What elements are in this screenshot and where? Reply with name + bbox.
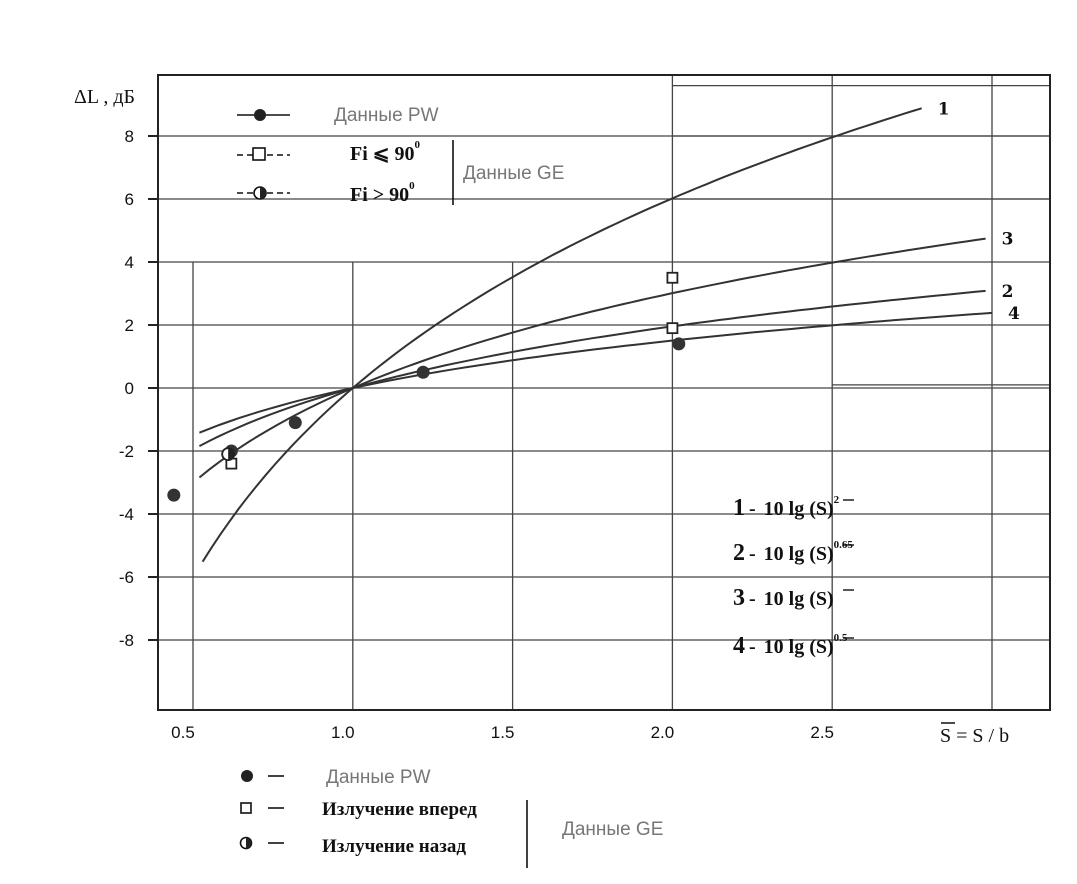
plot-frame xyxy=(157,74,1051,711)
y-axis-label: ΔL , дБ xyxy=(74,86,135,108)
bottom-legend-label-forward: Излучение вперед xyxy=(322,799,477,820)
point-pw xyxy=(672,337,686,351)
legend-marker-halfcircle-fill xyxy=(260,187,266,199)
y-tick-label: -8 xyxy=(119,631,134,650)
legend-label-ge: Данные GE xyxy=(463,163,564,184)
formula-legend: 1-10 lg (S)2 2-10 lg (S)0.65 3-10 lg (S)… xyxy=(733,494,854,659)
x-tick-label: 1.0 xyxy=(331,723,355,742)
legend-label-pw: Данные PW xyxy=(334,105,439,126)
bottom-legend-marker-square xyxy=(240,802,252,814)
x-axis-label: S = S / b xyxy=(940,725,1009,747)
formula-1: 1-10 lg (S)2 xyxy=(733,494,840,521)
curve-label-4: 4 xyxy=(1008,304,1020,324)
bottom-legend-marker-halfcircle-fill xyxy=(246,837,252,849)
x-tick-label: 1.5 xyxy=(491,723,515,742)
legend-marker-pw xyxy=(254,109,266,121)
x-tick-label: 0.5 xyxy=(171,723,195,742)
formula-4: 4-10 lg (S)0.5 xyxy=(733,632,848,659)
point-pw xyxy=(416,365,430,379)
legend-top: Данные PW Fi ⩽ 900 Fi > 900 Данные GE xyxy=(237,105,564,206)
bottom-legend-label-backward: Излучение назад xyxy=(322,836,466,857)
y-tick-label: -2 xyxy=(119,442,134,461)
bottom-legend-label-pw: Данные PW xyxy=(326,767,431,788)
curve-label-2: 2 xyxy=(1002,282,1014,302)
y-tick-label: 8 xyxy=(125,127,134,146)
bottom-legend-label-ge: Данные GE xyxy=(562,819,663,840)
point-backward-fill xyxy=(228,448,235,461)
x-tick-label: 2.0 xyxy=(651,723,675,742)
y-tick-label: 4 xyxy=(125,253,134,272)
curve-series-4 xyxy=(199,311,993,434)
curves: 1 2 3 4 xyxy=(198,99,1020,563)
y-tick-label: -6 xyxy=(119,568,134,587)
curve-label-3: 3 xyxy=(1002,230,1014,250)
tick-labels: 8 6 4 2 0 -2 -4 -6 -8 0.5 1.0 1.5 2.0 2.5 xyxy=(119,127,834,742)
legend-bottom: Данные PW Излучение вперед Излучение наз… xyxy=(239,767,663,868)
data-points xyxy=(167,271,686,502)
legend-label-fi-le: Fi ⩽ 900 xyxy=(350,139,421,165)
grid xyxy=(148,75,1050,710)
y-tick-label: 2 xyxy=(125,316,134,335)
curve-series-3 xyxy=(198,237,986,479)
point-pw xyxy=(167,488,181,502)
bottom-legend-marker-pw xyxy=(241,770,253,782)
y-tick-label: 6 xyxy=(125,190,134,209)
y-tick-label: -4 xyxy=(119,505,134,524)
legend-marker-square xyxy=(252,147,266,161)
curve-label-1: 1 xyxy=(938,99,950,119)
curve-series-2 xyxy=(198,289,986,447)
x-tick-label: 2.5 xyxy=(810,723,834,742)
y-tick-label: 0 xyxy=(125,379,134,398)
plot-border xyxy=(157,74,1051,711)
point-forward xyxy=(666,322,679,335)
curve-series-1 xyxy=(201,107,922,563)
point-pw xyxy=(288,416,302,430)
formula-3: 3-10 lg (S) xyxy=(733,585,834,611)
formula-2: 2-10 lg (S)0.65 xyxy=(733,539,853,566)
legend-label-fi-gt: Fi > 900 xyxy=(350,180,415,206)
point-forward xyxy=(666,271,679,284)
